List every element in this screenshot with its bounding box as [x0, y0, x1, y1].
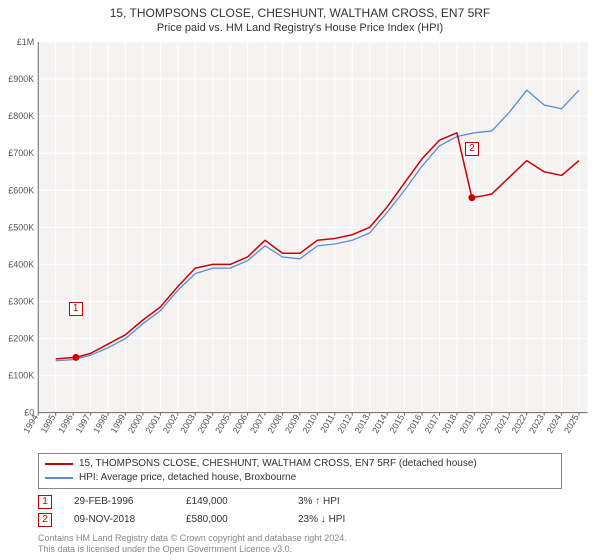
- line-chart: £0£100K£200K£300K£400K£500K£600K£700K£80…: [0, 36, 600, 449]
- svg-text:2000: 2000: [126, 413, 145, 435]
- svg-text:2004: 2004: [196, 413, 215, 435]
- title-block: 15, THOMPSONS CLOSE, CHESHUNT, WALTHAM C…: [0, 0, 600, 36]
- svg-text:2016: 2016: [405, 413, 424, 435]
- svg-text:2003: 2003: [178, 413, 197, 435]
- annotation-date: 09-NOV-2018: [74, 514, 164, 525]
- svg-text:1999: 1999: [109, 413, 128, 435]
- annotation-delta: 23% ↓ HPI: [298, 514, 388, 525]
- svg-text:2013: 2013: [353, 413, 372, 435]
- legend-item: 15, THOMPSONS CLOSE, CHESHUNT, WALTHAM C…: [45, 457, 555, 471]
- legend: 15, THOMPSONS CLOSE, CHESHUNT, WALTHAM C…: [38, 453, 562, 489]
- svg-text:2023: 2023: [527, 413, 546, 435]
- footer-line: This data is licensed under the Open Gov…: [38, 544, 562, 556]
- chart-marker-badge: 1: [69, 302, 83, 316]
- footer-line: Contains HM Land Registry data © Crown c…: [38, 533, 562, 545]
- svg-text:2019: 2019: [457, 413, 476, 435]
- svg-text:2012: 2012: [335, 413, 354, 435]
- svg-text:2005: 2005: [213, 413, 232, 435]
- svg-text:2024: 2024: [545, 413, 564, 435]
- svg-text:£900K: £900K: [8, 74, 34, 84]
- chart-area: £0£100K£200K£300K£400K£500K£600K£700K£80…: [0, 36, 600, 449]
- svg-text:£400K: £400K: [8, 259, 34, 269]
- svg-text:2015: 2015: [388, 413, 407, 435]
- svg-text:2002: 2002: [161, 413, 180, 435]
- svg-text:2006: 2006: [231, 413, 250, 435]
- svg-text:£300K: £300K: [8, 296, 34, 306]
- svg-text:£500K: £500K: [8, 222, 34, 232]
- annotation-price: £149,000: [186, 496, 276, 507]
- annotation-price: £580,000: [186, 514, 276, 525]
- page-subtitle: Price paid vs. HM Land Registry's House …: [0, 22, 600, 34]
- svg-text:£100K: £100K: [8, 371, 34, 381]
- page-title: 15, THOMPSONS CLOSE, CHESHUNT, WALTHAM C…: [0, 6, 600, 20]
- annotation-row: 1 29-FEB-1996 £149,000 3% ↑ HPI: [38, 493, 562, 511]
- legend-item: HPI: Average price, detached house, Brox…: [45, 471, 555, 485]
- svg-text:1996: 1996: [56, 413, 75, 435]
- svg-text:£200K: £200K: [8, 334, 34, 344]
- legend-label: 15, THOMPSONS CLOSE, CHESHUNT, WALTHAM C…: [79, 458, 477, 469]
- svg-text:2011: 2011: [318, 413, 336, 435]
- svg-text:2021: 2021: [492, 413, 511, 435]
- svg-text:2025: 2025: [562, 413, 581, 435]
- annotation-table: 1 29-FEB-1996 £149,000 3% ↑ HPI 2 09-NOV…: [38, 493, 562, 529]
- svg-text:1995: 1995: [39, 413, 58, 435]
- svg-text:2001: 2001: [143, 413, 162, 435]
- legend-swatch: [45, 477, 73, 479]
- svg-text:£600K: £600K: [8, 185, 34, 195]
- svg-text:2022: 2022: [510, 413, 529, 435]
- svg-text:2008: 2008: [266, 413, 285, 435]
- svg-text:2009: 2009: [283, 413, 302, 435]
- annotation-row: 2 09-NOV-2018 £580,000 23% ↓ HPI: [38, 511, 562, 529]
- svg-text:2017: 2017: [423, 413, 442, 435]
- svg-text:£1M: £1M: [17, 37, 34, 47]
- chart-marker-badge: 2: [465, 142, 479, 156]
- annotation-badge: 1: [38, 495, 52, 509]
- svg-text:1997: 1997: [74, 413, 93, 435]
- legend-label: HPI: Average price, detached house, Brox…: [79, 472, 296, 483]
- chart-container: 15, THOMPSONS CLOSE, CHESHUNT, WALTHAM C…: [0, 0, 600, 560]
- svg-text:2010: 2010: [300, 413, 319, 435]
- footer-attribution: Contains HM Land Registry data © Crown c…: [38, 533, 562, 556]
- svg-text:£800K: £800K: [8, 111, 34, 121]
- svg-text:2020: 2020: [475, 413, 494, 435]
- legend-swatch: [45, 463, 73, 465]
- svg-text:2014: 2014: [370, 413, 389, 435]
- svg-text:2007: 2007: [248, 413, 267, 435]
- svg-text:1998: 1998: [91, 413, 110, 435]
- svg-text:£700K: £700K: [8, 148, 34, 158]
- annotation-date: 29-FEB-1996: [74, 496, 164, 507]
- svg-text:2018: 2018: [440, 413, 459, 435]
- annotation-delta: 3% ↑ HPI: [298, 496, 388, 507]
- annotation-badge: 2: [38, 513, 52, 527]
